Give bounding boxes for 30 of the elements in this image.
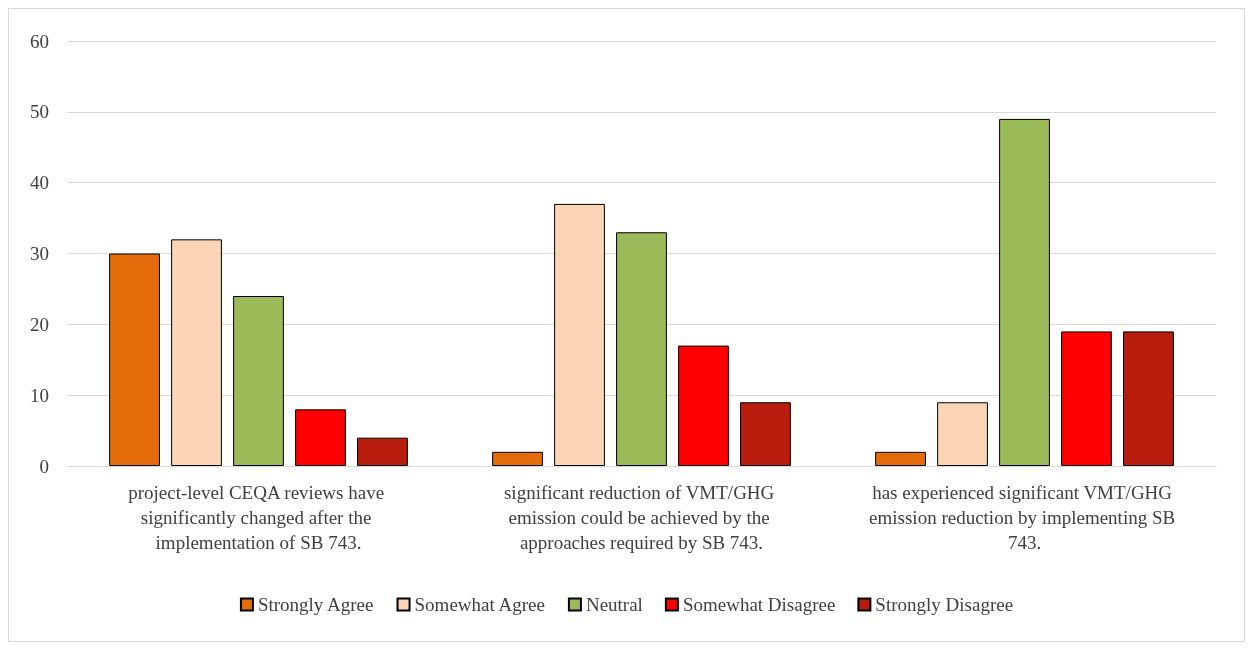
bar bbox=[937, 402, 988, 466]
x-tick-label: project-level CEQA reviews have significantly changed after the implementation of SB 743. bbox=[128, 482, 389, 553]
y-tick-label: 10 bbox=[30, 384, 49, 406]
x-tick-label: has experienced significant VMT/GHG emission reduction by implementing SB 743. bbox=[869, 482, 1180, 553]
bar bbox=[233, 296, 284, 466]
bar bbox=[678, 345, 729, 466]
bar bbox=[554, 203, 605, 466]
bar bbox=[740, 402, 791, 466]
bar bbox=[357, 437, 408, 466]
y-tick-label: 60 bbox=[30, 30, 49, 52]
legend-label: Somewhat Agree bbox=[414, 594, 545, 615]
bar bbox=[1123, 331, 1174, 466]
y-tick-label: 20 bbox=[30, 313, 49, 335]
bar bbox=[109, 253, 160, 466]
bar bbox=[1061, 331, 1112, 466]
bar bbox=[171, 239, 222, 466]
bar bbox=[295, 409, 346, 466]
legend-label: Neutral bbox=[585, 594, 643, 615]
legend-label: Strongly Agree bbox=[257, 594, 374, 615]
bar bbox=[616, 232, 667, 466]
y-tick-label: 40 bbox=[30, 172, 49, 194]
bar bbox=[999, 118, 1050, 466]
legend-label: Somewhat Disagree bbox=[682, 594, 836, 615]
y-tick-label: 0 bbox=[39, 455, 49, 477]
y-tick-label: 30 bbox=[30, 243, 49, 264]
bar bbox=[875, 451, 926, 466]
y-tick-label: 50 bbox=[30, 101, 49, 123]
bar bbox=[492, 451, 543, 466]
legend-label: Strongly Disagree bbox=[875, 594, 1014, 615]
x-tick-label: significant reduction of VMT/GHG emission could be achieved by the approaches required by SB 743. bbox=[503, 482, 780, 553]
